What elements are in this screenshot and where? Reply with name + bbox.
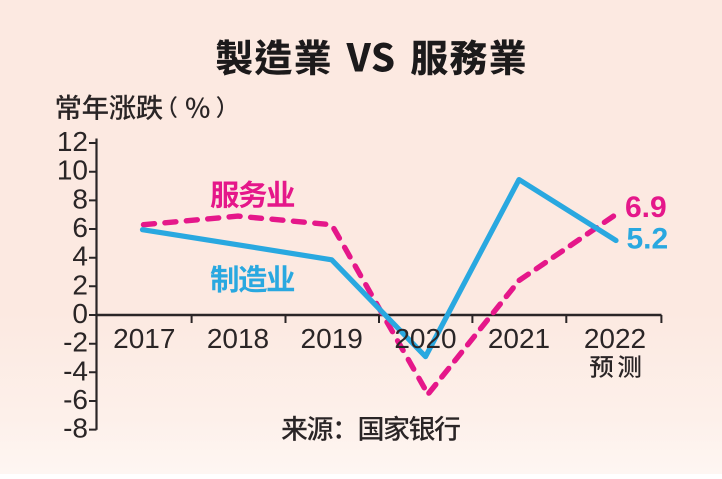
svg-text:2018: 2018	[207, 323, 269, 354]
svg-text:-4: -4	[63, 355, 88, 386]
svg-text:6.9: 6.9	[625, 191, 667, 224]
svg-text:-2: -2	[63, 327, 88, 358]
svg-text:2019: 2019	[301, 323, 363, 354]
svg-text:6: 6	[72, 212, 88, 243]
svg-text:2: 2	[72, 269, 88, 300]
svg-text:0: 0	[72, 298, 88, 329]
svg-text:8: 8	[72, 183, 88, 214]
svg-text:2021: 2021	[488, 323, 550, 354]
svg-text:4: 4	[72, 241, 88, 272]
svg-text:-6: -6	[63, 384, 88, 415]
svg-text:-8: -8	[63, 413, 88, 444]
svg-text:12: 12	[57, 126, 88, 157]
svg-text:2022: 2022	[584, 323, 646, 354]
svg-text:2020: 2020	[394, 323, 456, 354]
svg-text:5.2: 5.2	[627, 222, 669, 255]
svg-text:10: 10	[57, 155, 88, 186]
svg-text:2017: 2017	[113, 323, 175, 354]
